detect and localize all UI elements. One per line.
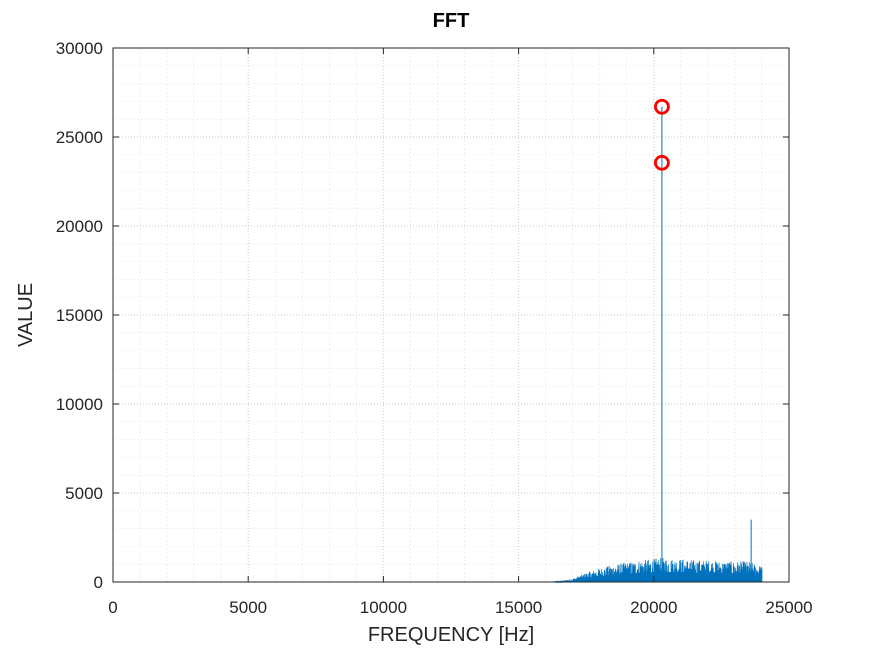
major-grid [112, 47, 790, 583]
x-tick-label: 25000 [765, 598, 812, 617]
y-tick-label: 20000 [56, 217, 103, 236]
spectrum-line [113, 558, 763, 584]
spectrum-body [551, 571, 762, 582]
x-tick-label: 15000 [495, 598, 542, 617]
chart-title: FFT [433, 10, 470, 32]
minor-grid [113, 48, 789, 582]
y-tick-label: 30000 [56, 39, 103, 58]
spectrum-series [113, 106, 763, 584]
y-tick-label: 0 [94, 573, 103, 592]
y-tick-label: 25000 [56, 128, 103, 147]
x-axis-label: FREQUENCY [Hz] [368, 624, 534, 646]
x-tick-label: 0 [108, 598, 117, 617]
peak-markers [654, 98, 670, 171]
x-tick-label: 20000 [630, 598, 677, 617]
y-tick-label: 10000 [56, 395, 103, 414]
x-tick-label: 5000 [229, 598, 267, 617]
x-tick-label: 10000 [360, 598, 407, 617]
axes-box [112, 47, 790, 583]
y-axis-label: VALUE [15, 283, 37, 347]
tick-labels: 0 5000 10000 15000 20000 25000 0 5000 10000 15000… [56, 39, 813, 617]
y-tick-label: 5000 [65, 484, 103, 503]
axis-ticks [112, 47, 790, 583]
peak-marker [654, 98, 670, 115]
peak-marker [654, 154, 670, 171]
y-tick-label: 15000 [56, 306, 103, 325]
